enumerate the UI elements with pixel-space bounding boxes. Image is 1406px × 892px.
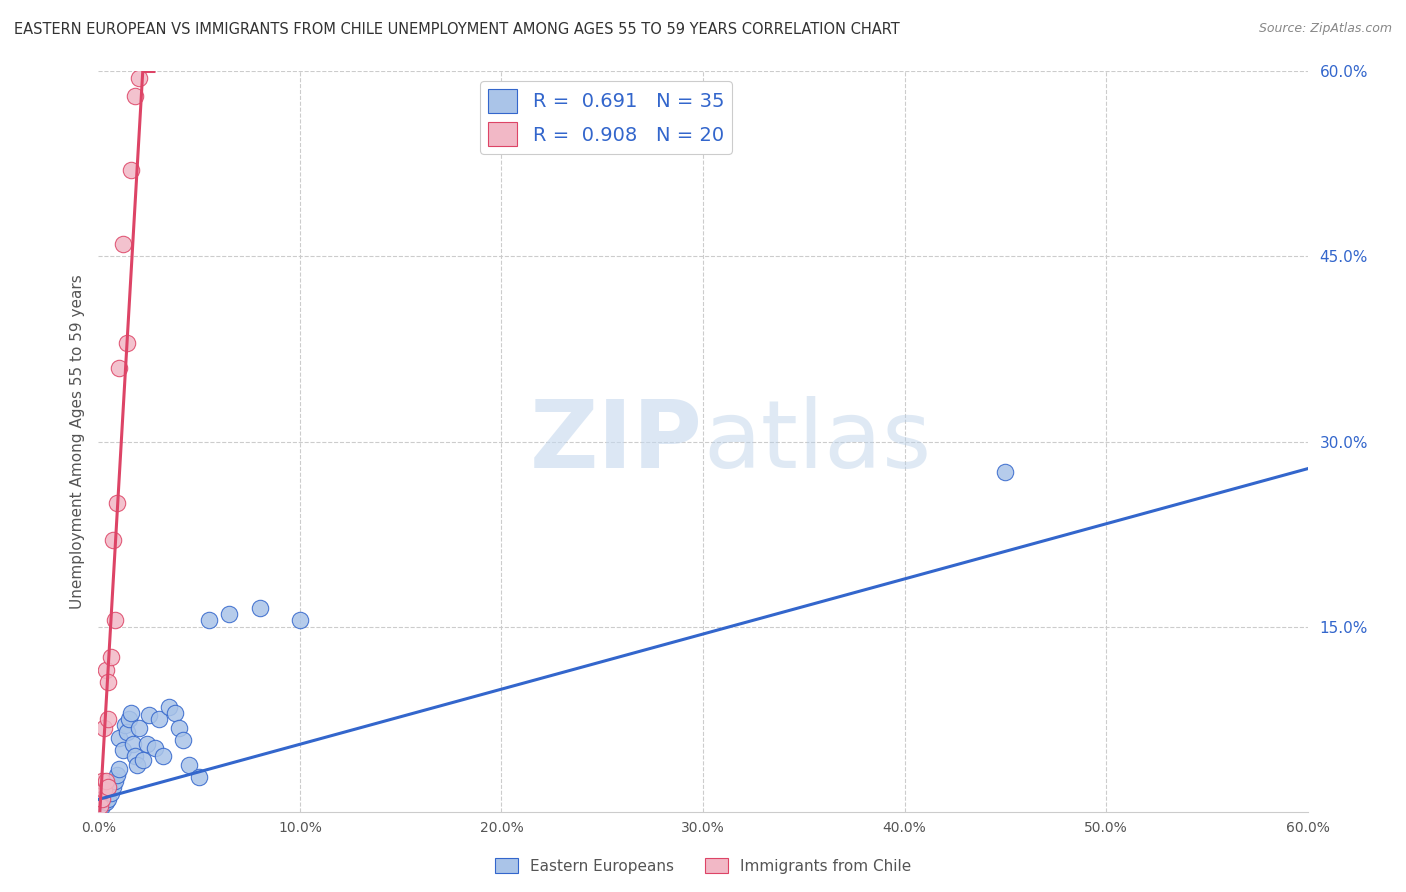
Point [132,753,155,767]
Point [121,737,143,751]
Point [188,770,211,784]
Point [93,721,115,735]
Point [105,496,128,510]
Point [198,614,221,628]
Y-axis label: Unemployment Among Ages 55 to 59 years: Unemployment Among Ages 55 to 59 years [69,274,84,609]
Point [111,237,134,252]
Point [103,773,125,788]
Point [179,757,201,772]
Point [128,721,150,735]
Point [167,721,190,735]
Point [105,767,128,781]
Text: atlas: atlas [703,395,931,488]
Point [157,699,180,714]
Point [100,786,122,800]
Point [91,792,114,806]
Point [111,743,134,757]
Text: Source: ZipAtlas.com: Source: ZipAtlas.com [1258,22,1392,36]
Point [97,792,120,806]
Text: ZIP: ZIP [530,395,703,488]
Point [100,650,122,665]
Point [93,782,115,797]
Point [288,614,311,628]
Point [118,712,141,726]
Point [120,706,142,720]
Point [114,718,136,732]
Point [124,89,146,103]
Point [97,712,120,726]
Point [994,466,1017,480]
Point [152,749,174,764]
Point [120,163,142,178]
Point [97,780,120,794]
Point [96,773,118,788]
Point [101,780,124,794]
Point [96,663,118,677]
Point [163,706,186,720]
Point [218,607,240,622]
Point [107,360,129,375]
Point [107,731,129,745]
Point [249,601,271,615]
Point [125,757,148,772]
Point [128,70,150,85]
Point [115,724,138,739]
Text: EASTERN EUROPEAN VS IMMIGRANTS FROM CHILE UNEMPLOYMENT AMONG AGES 55 TO 59 YEARS: EASTERN EUROPEAN VS IMMIGRANTS FROM CHIL… [14,22,900,37]
Legend: Eastern Europeans, Immigrants from Chile: Eastern Europeans, Immigrants from Chile [489,852,917,880]
Point [91,798,114,813]
Point [96,795,118,809]
Point [138,708,160,723]
Point [89,798,111,813]
Point [135,737,157,751]
Point [115,335,138,350]
Point [124,749,146,764]
Point [172,733,194,747]
Point [91,773,114,788]
Point [103,614,125,628]
Point [107,762,129,776]
Point [148,712,170,726]
Point [101,533,124,548]
Legend: R =  0.691   N = 35, R =  0.908   N = 20: R = 0.691 N = 35, R = 0.908 N = 20 [481,81,733,153]
Point [97,675,120,690]
Point [143,740,166,755]
